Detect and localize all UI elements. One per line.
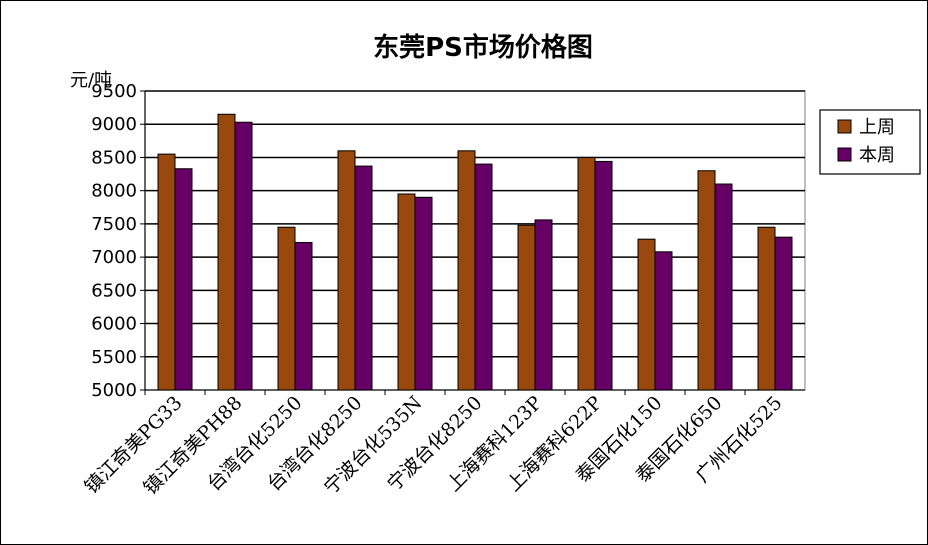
- y-axis-label: 元/吨: [70, 70, 112, 91]
- legend-label: 本周: [859, 145, 895, 166]
- y-tick-label: 8500: [91, 147, 137, 168]
- bar: [534, 219, 553, 391]
- y-tick-label: 7500: [91, 214, 137, 235]
- bar: [174, 168, 193, 391]
- bar: [594, 160, 613, 391]
- y-tick-label: 9500: [91, 81, 137, 102]
- bar: [457, 150, 476, 391]
- bar: [774, 236, 793, 391]
- bar: [397, 193, 416, 391]
- y-tick-label: 8000: [91, 181, 137, 202]
- y-tick-label: 6000: [91, 314, 137, 335]
- bar: [234, 121, 253, 391]
- legend-box: [819, 109, 921, 175]
- bar: [337, 150, 356, 391]
- legend-label: 上周: [859, 117, 895, 138]
- y-tick-label: 7000: [91, 247, 137, 268]
- y-tick-label: 9000: [91, 114, 137, 135]
- bar: [217, 113, 236, 391]
- bar: [414, 196, 433, 391]
- legend-swatch: [837, 147, 852, 162]
- bar: [697, 170, 716, 391]
- bar: [654, 251, 673, 391]
- plot-area: 5000 5500 6000 6500 7000 7500 8000 8500 9000 9500…: [80, 81, 806, 499]
- bar: [277, 226, 296, 391]
- bar: [757, 226, 776, 391]
- y-tick-label: 6500: [91, 280, 137, 301]
- bar: [474, 163, 493, 391]
- legend-swatch: [837, 119, 852, 134]
- y-tick-label: 5500: [91, 347, 137, 368]
- bar: [294, 241, 313, 391]
- bar: [714, 183, 733, 391]
- bar: [517, 224, 536, 391]
- bar: [637, 238, 656, 391]
- bar: [577, 156, 596, 391]
- y-tick-label: 5000: [91, 380, 137, 401]
- chart-title: 东莞PS市场价格图: [373, 32, 593, 63]
- bar: [354, 165, 373, 391]
- bar: [157, 153, 176, 391]
